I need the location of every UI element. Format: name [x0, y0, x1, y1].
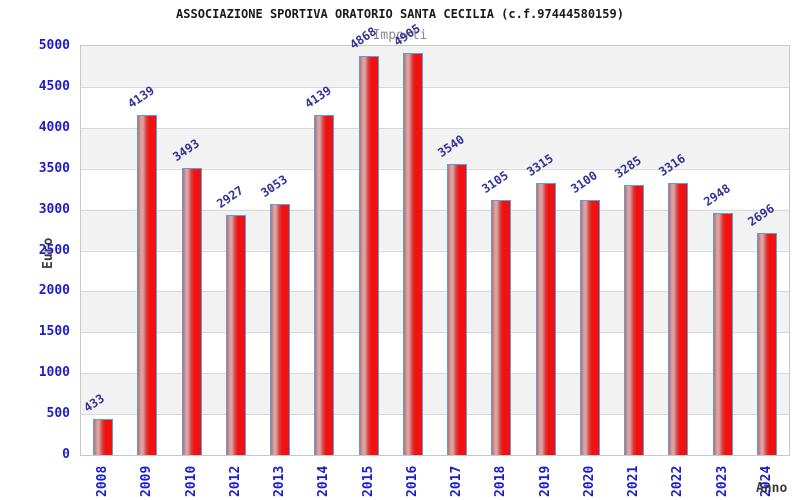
bar-value-label: 4905: [391, 21, 423, 49]
x-tick-label: 2010: [183, 465, 199, 497]
x-axis-label: Anno: [756, 481, 788, 496]
gridline: [81, 250, 789, 252]
gridline: [81, 291, 789, 293]
gridline: [81, 332, 789, 334]
y-tick-label: 4000: [38, 119, 70, 135]
bar-value-label: 3316: [656, 150, 689, 179]
bar-value-label: 3053: [258, 172, 291, 201]
bar-value-label: 3100: [568, 168, 600, 197]
gridline: [81, 127, 789, 129]
bar-value-label: 3285: [612, 153, 645, 182]
x-tick-label: 2016: [404, 465, 420, 497]
bar-value-label: 3105: [479, 168, 512, 196]
x-tick-label: 2023: [714, 465, 730, 497]
bar: [314, 115, 335, 455]
gridline: [81, 168, 789, 170]
y-tick-label: 500: [46, 406, 70, 422]
x-tick-label: 2009: [139, 465, 155, 497]
bar: [712, 212, 733, 455]
bar: [137, 115, 158, 455]
y-tick-label: 0: [62, 447, 70, 462]
bar: [668, 182, 689, 455]
bar: [447, 164, 468, 455]
bar: [358, 55, 379, 455]
x-tick-label: 2012: [227, 465, 243, 497]
gridline: [81, 86, 789, 88]
gridline: [81, 209, 789, 211]
chart-title: ASSOCIAZIONE SPORTIVA ORATORIO SANTA CEC…: [176, 7, 624, 21]
y-tick-label: 5000: [38, 38, 70, 53]
bar: [535, 182, 556, 455]
x-tick-label: 2008: [95, 465, 111, 497]
bar-value-label: 3315: [523, 151, 556, 179]
y-tick-label: 2000: [38, 283, 70, 299]
y-tick-label: 3000: [38, 201, 70, 217]
bar: [756, 233, 777, 455]
y-tick-label: 1000: [38, 365, 70, 381]
bar: [225, 214, 246, 455]
x-tick-label: 2013: [272, 465, 288, 497]
bar: [624, 185, 645, 455]
x-tick-label: 2014: [316, 465, 332, 497]
x-tick-label: 2017: [449, 465, 465, 497]
bar-value-label: 433: [81, 390, 108, 415]
chart-subtitle: Importi: [372, 28, 428, 43]
x-tick-label: 2019: [537, 465, 553, 497]
bar-value-label: 2948: [700, 181, 733, 209]
bar: [93, 418, 114, 455]
x-tick-label: 2022: [670, 465, 686, 497]
bar-value-label: 2696: [745, 201, 777, 230]
y-tick-label: 1500: [38, 324, 70, 340]
y-tick-label: 3500: [38, 160, 70, 176]
x-tick-label: 2020: [581, 465, 597, 497]
y-tick-label: 2500: [38, 242, 70, 258]
x-tick-label: 2021: [626, 465, 642, 497]
x-tick-label: 2018: [493, 465, 509, 497]
bar-value-label: 3493: [169, 136, 202, 165]
bar: [181, 168, 202, 455]
bar: [579, 200, 600, 455]
y-tick-label: 4500: [38, 78, 70, 94]
bar-value-label: 3540: [435, 132, 468, 161]
gridline: [81, 414, 789, 416]
bar: [270, 204, 291, 455]
gridline: [81, 373, 789, 375]
bar: [491, 200, 512, 455]
bar: [402, 52, 423, 455]
bar-value-label: 2927: [214, 182, 246, 211]
plot-area: 433 4139 3493 2927 3053 4139 4868 4905 3540 3105 3…: [80, 21, 790, 456]
x-tick-label: 2015: [360, 465, 376, 497]
